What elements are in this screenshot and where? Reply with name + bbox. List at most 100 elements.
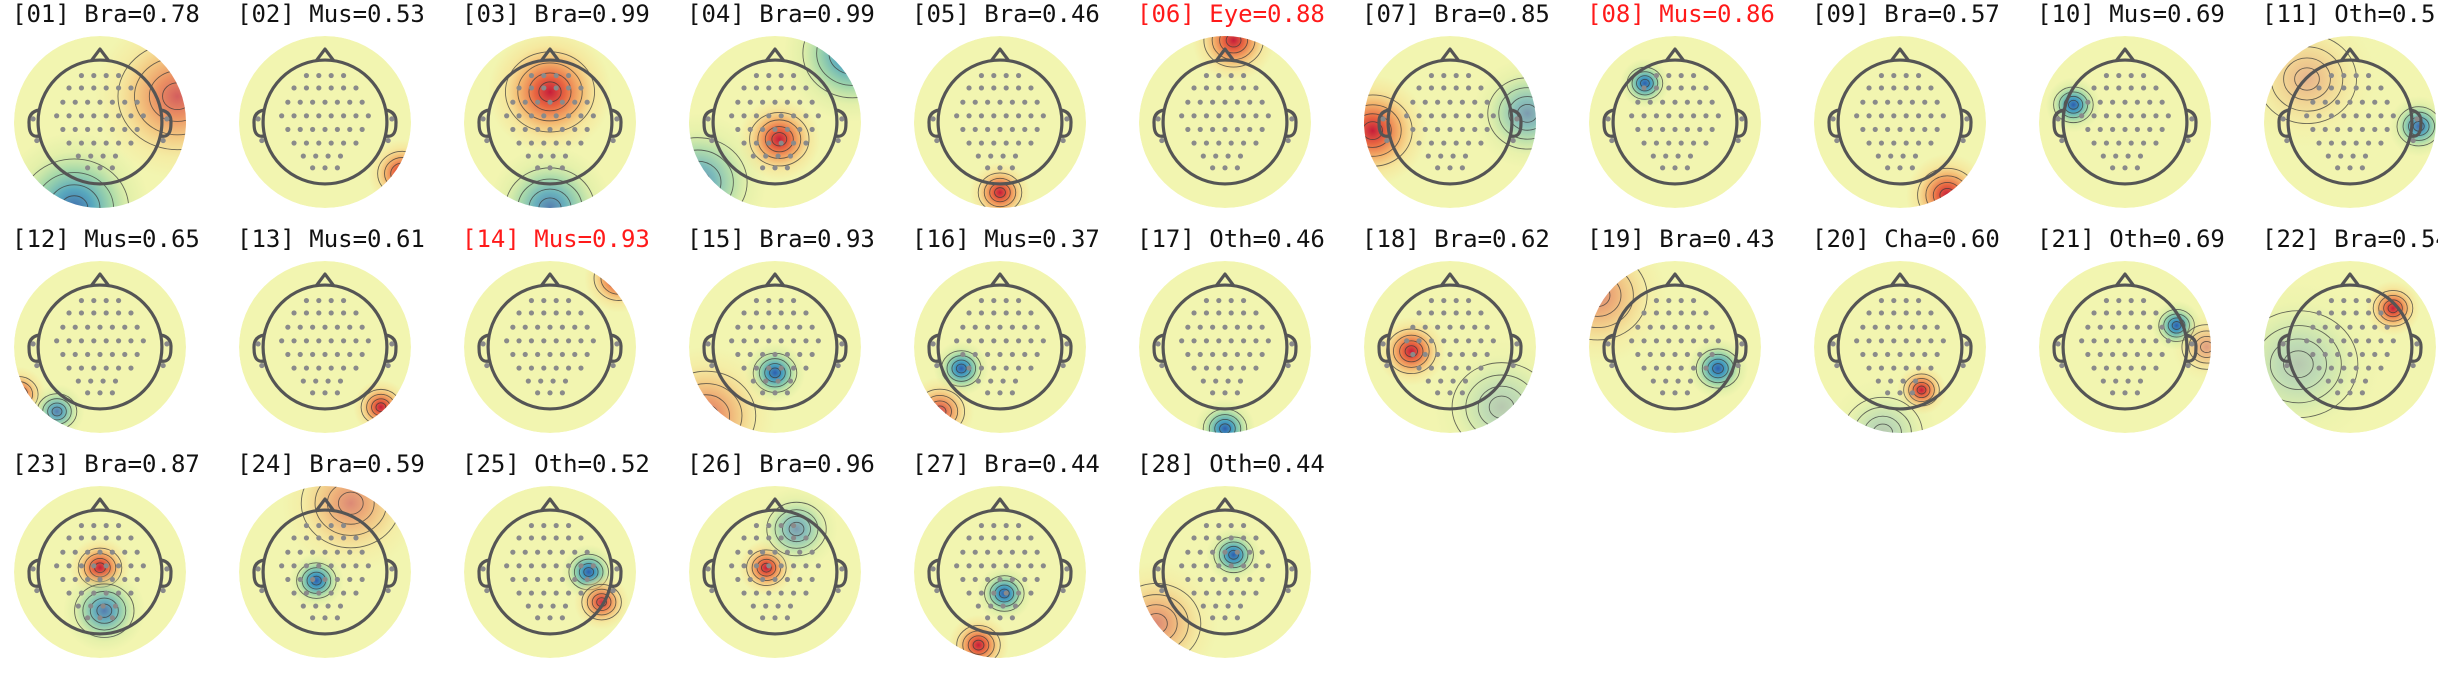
- electrode-dot: [78, 297, 85, 304]
- nose-outline: [1214, 272, 1236, 288]
- electrode-dot: [259, 587, 265, 594]
- electrode-dot: [1203, 590, 1210, 596]
- electrode-dot: [1228, 297, 1234, 304]
- electrode-dot: [1678, 140, 1684, 146]
- component-label: [24] Bra=0.59: [237, 450, 425, 478]
- electrode-dot: [1928, 338, 1934, 344]
- nose-outline: [1214, 47, 1236, 63]
- electrode-dot: [1253, 85, 1259, 91]
- electrode-dot: [1885, 165, 1891, 171]
- electrode-dot: [2328, 72, 2335, 79]
- electrode-dot: [547, 99, 553, 105]
- nose-outline: [2114, 47, 2136, 63]
- electrode-dot: [66, 113, 72, 119]
- electrode-dot: [297, 99, 303, 105]
- electrode-dot: [1222, 165, 1228, 171]
- electrode-dot: [1416, 85, 1422, 91]
- electrode-dot: [97, 549, 103, 555]
- electrode-dot: [1934, 99, 1940, 105]
- left-ear-outline: [927, 333, 940, 363]
- electrode-dot: [1228, 85, 1234, 91]
- electrode-dot: [1234, 576, 1240, 583]
- electrode-dot: [297, 324, 303, 330]
- electrode-dot: [1228, 72, 1234, 79]
- component-10: [10] Mus=0.69: [2035, 0, 2260, 225]
- electrode-dot: [1453, 297, 1459, 304]
- electrode-dot: [985, 165, 991, 171]
- electrode-dot: [1875, 153, 1881, 159]
- electrode-dot: [1197, 549, 1203, 555]
- electrode-dot: [1228, 563, 1234, 569]
- electrode-dot: [772, 390, 778, 396]
- electrode-dot: [334, 324, 340, 330]
- electrode-dot: [1441, 310, 1447, 316]
- electrode-dot: [115, 297, 122, 304]
- electrode-dot: [735, 549, 741, 555]
- electrode-dot: [353, 590, 359, 596]
- electrode-dot: [109, 126, 115, 133]
- electrode-dot: [1228, 310, 1234, 316]
- electrode-dot: [322, 576, 328, 583]
- electrode-dot: [1253, 590, 1259, 596]
- electrode-dot: [134, 126, 140, 133]
- head-outline: [486, 508, 614, 636]
- electrode-dot: [775, 378, 781, 384]
- electrode-dot: [934, 587, 940, 594]
- electrode-dot: [1222, 390, 1228, 396]
- electrode-dot: [1697, 99, 1703, 105]
- electrode-dot: [2410, 137, 2416, 144]
- electrode-dot: [1928, 140, 1934, 146]
- component-03: [03] Bra=0.99: [460, 0, 685, 225]
- left-ear-outline: [927, 108, 940, 138]
- electrode-dot: [1203, 113, 1210, 119]
- electrode-dot: [328, 310, 334, 316]
- right-ear-outline: [160, 333, 173, 363]
- electrode-dot: [103, 310, 109, 316]
- electrode-dot: [2359, 351, 2365, 358]
- electrode-dot: [1435, 324, 1441, 330]
- electrode-dot: [1903, 113, 1909, 119]
- electrode-dot: [112, 153, 119, 159]
- electrode-dot: [2153, 338, 2159, 344]
- contour-line: [612, 272, 626, 285]
- electrode-dot: [809, 99, 815, 105]
- electrode-dot: [2365, 113, 2372, 119]
- electrode-dot: [997, 576, 1003, 583]
- electrode-dot: [1247, 324, 1253, 330]
- electrode-dot: [484, 362, 490, 369]
- electrode-dot: [1259, 99, 1265, 105]
- contour-line: [2283, 350, 2314, 379]
- electrode-dot: [1034, 324, 1040, 330]
- electrode-dot: [2335, 390, 2341, 396]
- component-label: [12] Mus=0.65: [12, 225, 200, 253]
- electrode-dot: [385, 137, 391, 144]
- electrode-dot: [1425, 378, 1431, 384]
- electrode-dot: [389, 566, 395, 572]
- electrode-dot: [1240, 297, 1247, 304]
- electrode-dot: [535, 351, 541, 358]
- electrode-dot: [2353, 365, 2359, 371]
- electrode-dot: [772, 576, 778, 583]
- electrode-dot: [140, 563, 146, 569]
- electrode-dot: [1703, 113, 1709, 119]
- electrode-dot: [504, 113, 510, 119]
- electrode-dot: [1228, 535, 1234, 541]
- electrode-dot: [1213, 153, 1219, 159]
- electrode-dot: [2140, 113, 2147, 119]
- left-ear-outline: [1602, 333, 1615, 363]
- electrode-dot: [2335, 351, 2341, 358]
- right-ear-outline: [160, 108, 173, 138]
- electrode-dot: [88, 603, 94, 609]
- electrode-dot: [1909, 324, 1915, 330]
- electrode-dot: [1672, 165, 1678, 171]
- left-ear-outline: [1602, 108, 1615, 138]
- electrode-dot: [2122, 165, 2128, 171]
- electrode-dot: [778, 140, 784, 146]
- negative-blob: [755, 487, 838, 571]
- electrode-dot: [753, 535, 760, 541]
- head-outline: [2061, 283, 2189, 411]
- left-ear-outline: [2277, 108, 2290, 138]
- electrode-dot: [934, 137, 940, 144]
- electrode-dot: [340, 310, 347, 316]
- electrode-dot: [359, 576, 365, 583]
